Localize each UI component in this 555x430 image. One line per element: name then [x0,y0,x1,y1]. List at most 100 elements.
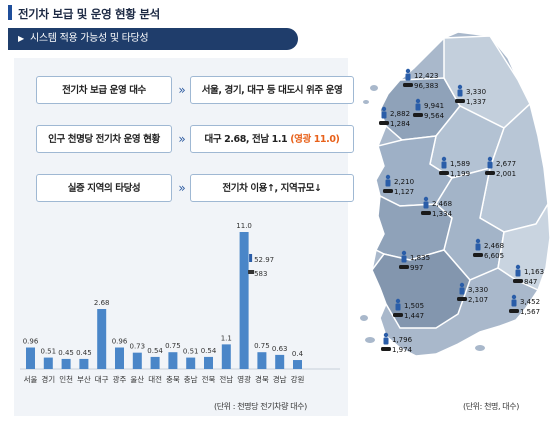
chevron-double-right-icon: » [178,83,186,97]
bar-value-label: 2.68 [94,299,110,307]
korea-region-map: 12,423 96,383 3,330 1,337 2,882 1,284 9,941 9,5… [360,31,551,357]
person-icon [475,243,481,251]
region-gyeongnam [435,166,505,281]
car-icon [379,121,389,125]
region-population: 2,882 [390,110,410,118]
region-vehicles: 2,107 [468,296,488,304]
category-label: 서울 [24,375,38,384]
region-vehicles: 9,564 [424,112,445,120]
row-2-value-text: 대구 2.68, 전남 1.1 [204,134,288,145]
region-vehicles: 1,284 [390,120,411,128]
person-icon [511,299,517,307]
row-3-value-text: 전기차 이용↑, 지역규모↓ [222,183,322,194]
person-icon [457,89,463,97]
page-title: 전기차 보급 및 운영 현황 분석 [18,7,160,21]
car-icon [455,99,465,103]
person-icon [405,68,411,74]
bar-value-label: 0.75 [254,342,270,350]
region-vehicles: 1,337 [466,98,486,106]
island [475,345,485,351]
category-label: 경북 [255,374,269,384]
region-population: 3,330 [466,88,486,96]
section-header: ▶ 시스템 적용 가능성 및 타당성 [8,28,298,50]
region-population: 2,677 [496,160,516,168]
row-2-highlight: (영광 11.0) [290,134,340,145]
row-3-value: 전기차 이용↑, 지역규모↓ [190,174,354,202]
person-icon [385,174,391,180]
callout-top-value: 52.97 [254,256,274,264]
car-icon [439,171,449,175]
bar-경남 [275,354,285,369]
region-population: 3,452 [520,298,540,306]
bar-광주 [115,347,124,369]
region-population: 1,505 [404,302,424,310]
row-1-label: 전기차 보급 운영 대수 [36,76,172,104]
bar-value-label: 0.4 [292,350,304,358]
region-southeast [497,201,551,292]
person-icon [395,303,401,311]
person-icon [395,298,401,304]
person-icon [381,111,387,119]
person-icon [415,98,421,104]
person-icon [459,287,465,295]
person-icon [441,161,447,169]
island [370,85,378,91]
bar-전북 [204,356,213,369]
region-vehicles: 6,605 [484,252,504,260]
bar-대구 [97,309,107,369]
bar-value-label: 0.75 [165,342,181,350]
region-vehicles: 997 [410,264,423,272]
row-3-label: 실증 지역의 타당성 [36,174,172,202]
person-icon [487,161,493,169]
person-icon [515,264,521,270]
person-icon [487,156,493,162]
bar-value-label: 0.73 [130,343,146,351]
car-icon [248,270,255,274]
chevron-double-right-icon: » [178,132,186,146]
category-label: 경남 [273,374,287,384]
bar-value-label: 0.45 [58,349,74,357]
bar-강원 [293,360,302,369]
category-label: 대구 [95,375,109,384]
region-vehicles: 1,567 [520,308,540,316]
bar-value-label: 0.54 [147,347,163,355]
car-icon [383,189,393,193]
person-icon [423,201,429,209]
car-icon [393,313,403,317]
region-population: 3,330 [468,286,488,294]
bar-인천 [61,358,71,369]
car-icon [485,171,495,175]
chevron-double-right-icon: » [178,181,186,195]
region-vehicles: 2,001 [496,170,516,178]
row-2-value: 대구 2.68, 전남 1.1 (영광 11.0) [190,125,354,153]
car-icon [473,253,483,257]
person-icon [515,269,521,277]
category-label: 부산 [77,374,91,384]
person-icon [249,254,253,262]
category-label: 충북 [166,375,180,384]
person-icon [511,294,517,300]
bar-value-label: 0.51 [41,348,57,356]
bar-value-label: 0.54 [201,347,217,355]
bar-영광 [239,232,249,369]
region-vehicles: 1,334 [432,210,453,218]
person-icon [459,282,465,288]
person-icon [381,106,387,112]
bar-value-label: 0.96 [23,338,39,346]
region-population: 2,468 [432,200,452,208]
row-1-value: 서울, 경기, 대구 등 대도시 위주 운영 [190,76,354,104]
car-icon [381,347,391,351]
category-label: 경기 [41,374,55,384]
bar-value-label: 11.0 [236,222,252,230]
bar-경북 [257,352,267,369]
analysis-panel: 전기차 보급 운영 대수 » 서울, 경기, 대구 등 대도시 위주 운영 인구… [14,58,354,416]
region-population: 2,468 [484,242,504,250]
bar-value-label: 0.45 [76,349,92,357]
chart-unit-label: (단위 : 천명당 전기차량 대수) [214,402,307,411]
island [360,315,368,321]
section-title: 시스템 적용 가능성 및 타당성 [30,33,149,44]
bar-부산 [79,358,89,369]
category-label: 인천 [59,374,73,384]
region-vehicles: 1,447 [404,312,424,320]
